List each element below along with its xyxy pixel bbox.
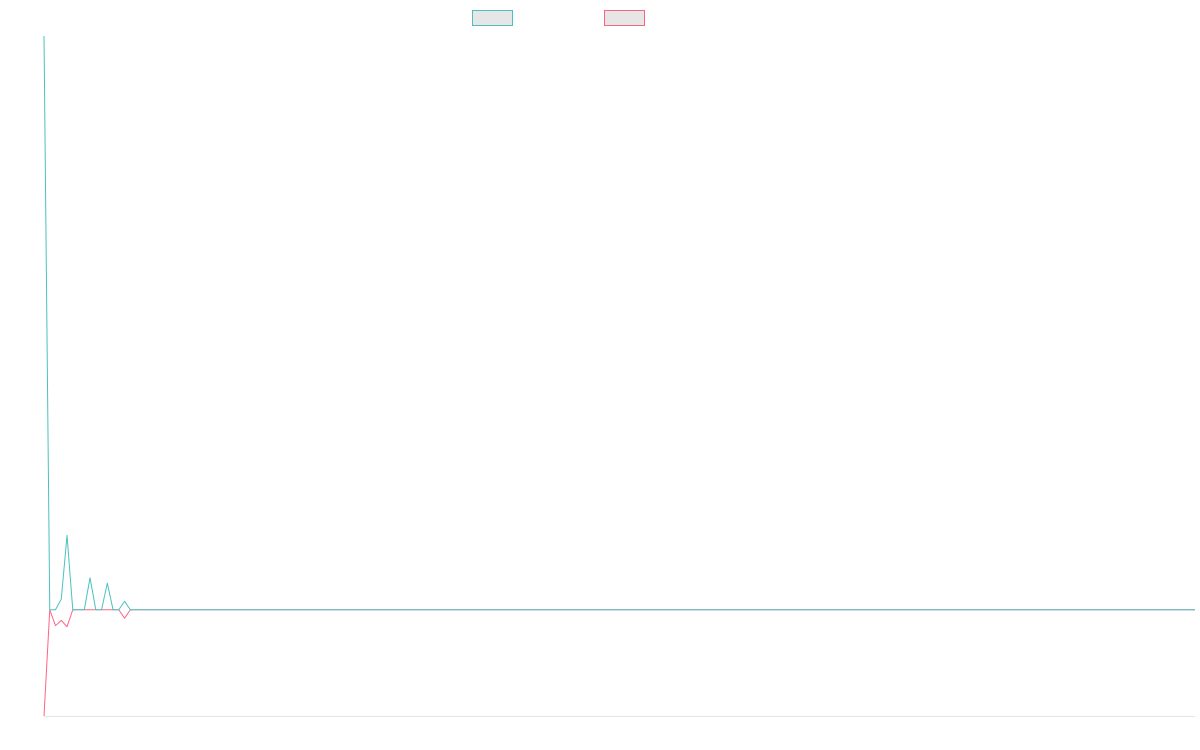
legend[interactable] xyxy=(472,10,645,26)
series-line-1 xyxy=(43,35,1195,611)
series-group xyxy=(43,35,1195,717)
series-line-2 xyxy=(43,609,1195,717)
legend-swatch-1[interactable] xyxy=(472,10,513,26)
legend-swatch-2[interactable] xyxy=(604,10,645,26)
